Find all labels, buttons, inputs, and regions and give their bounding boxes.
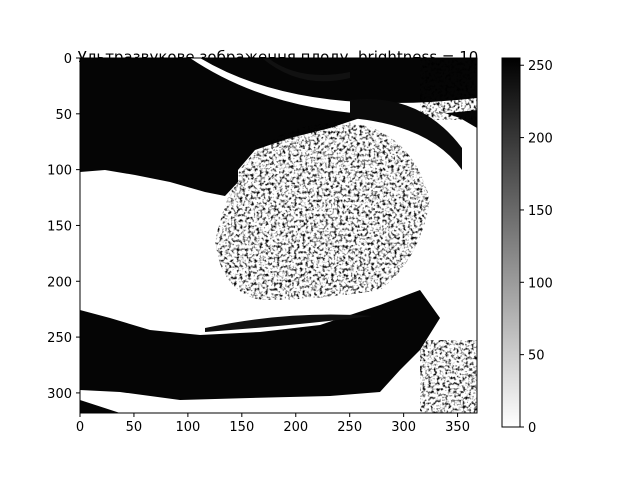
x-tick-label: 350: [445, 420, 470, 435]
colorbar-tick-label: 150: [528, 204, 553, 219]
x-tick-label: 200: [283, 420, 308, 435]
y-tick-label: 50: [55, 108, 72, 123]
y-tick-label: 200: [47, 275, 72, 290]
image-frame: [79, 57, 478, 414]
x-tick-label: 100: [175, 420, 200, 435]
colorbar: [501, 57, 521, 428]
x-tick-label: 300: [391, 420, 416, 435]
x-tick-label: 150: [229, 420, 254, 435]
ultrasound-image: [80, 58, 477, 413]
y-tick-label: 250: [47, 331, 72, 346]
x-axis: 0 50 100 150 200 250 300 350: [76, 413, 470, 435]
colorbar-tick-label: 50: [528, 349, 545, 364]
colorbar-tick-label: 0: [528, 421, 536, 436]
y-tick-label: 100: [47, 164, 72, 179]
colorbar-tick-label: 250: [528, 59, 553, 74]
colorbar-tick-label: 100: [528, 276, 553, 291]
colorbar-axis: 0 50 100 150 200 250: [520, 59, 553, 436]
y-tick-label: 0: [64, 52, 72, 67]
x-tick-label: 50: [126, 420, 143, 435]
x-tick-label: 250: [337, 420, 362, 435]
y-tick-label: 300: [47, 387, 72, 402]
y-axis: 0 50 100 150 200 250 300: [47, 52, 80, 402]
colorbar-tick-label: 200: [528, 132, 553, 147]
x-tick-label: 0: [76, 420, 84, 435]
y-tick-label: 150: [47, 219, 72, 234]
